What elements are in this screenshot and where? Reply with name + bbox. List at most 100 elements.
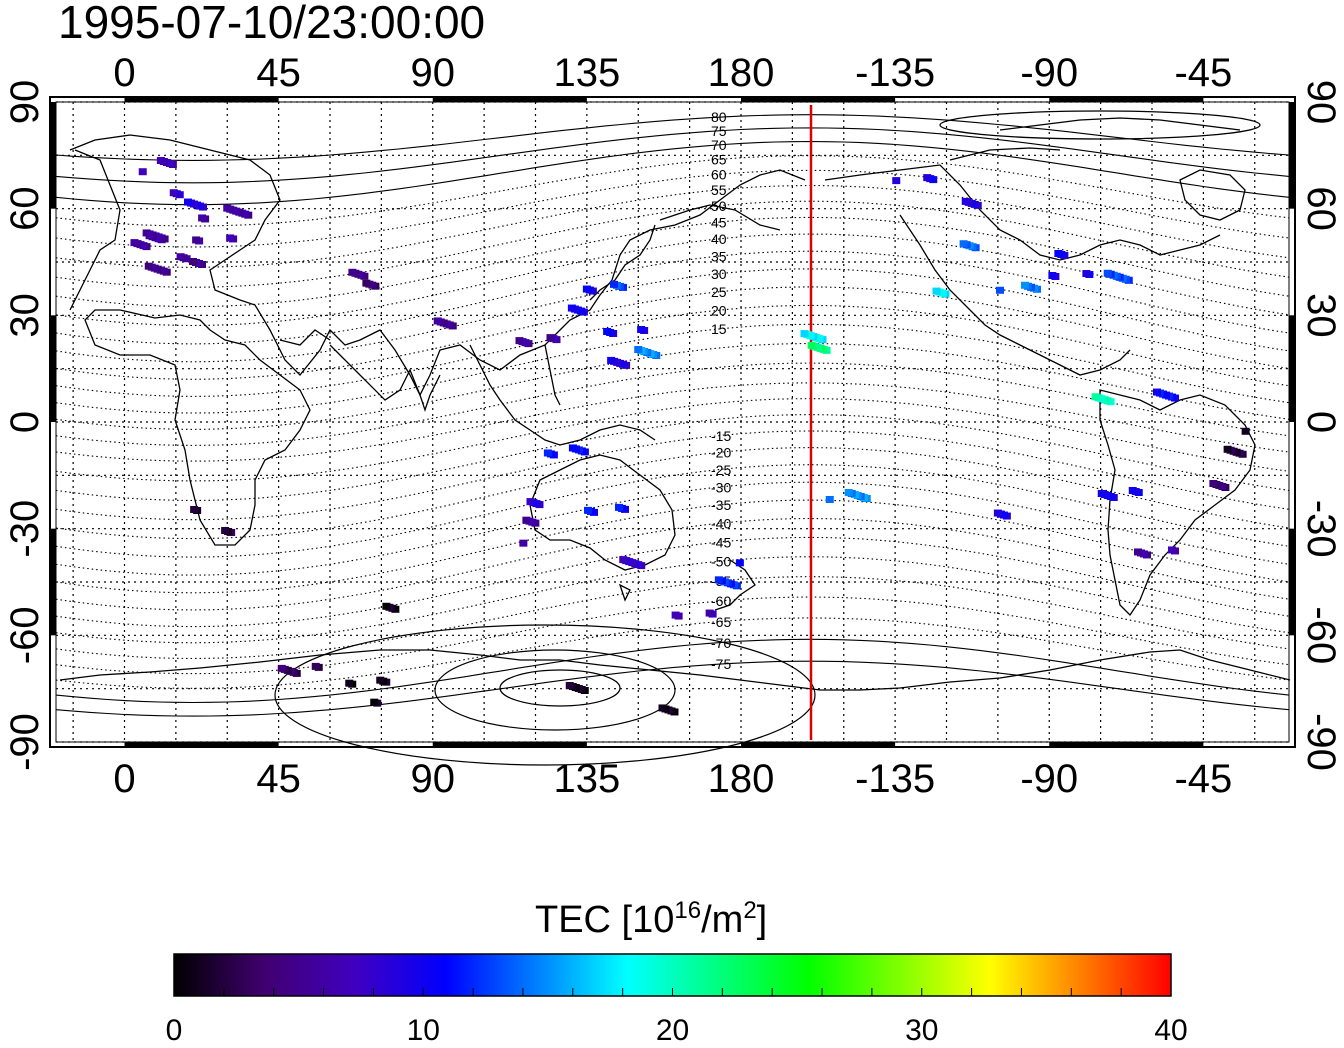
tec-point — [610, 280, 618, 288]
top-longitude-tick-labels: 0 45 90 135 180 -135 -90 -45 — [113, 51, 1232, 95]
mlat-contour — [55, 140, 1290, 206]
tec-point — [522, 516, 531, 524]
lat-tick-label-right: 30 — [1299, 293, 1343, 338]
lon-tick-label-bottom: 180 — [708, 757, 775, 801]
tec-point — [543, 449, 552, 457]
tec-point — [198, 214, 207, 222]
tec-point — [376, 676, 385, 684]
border-band-right — [1289, 102, 1295, 209]
lat-tick-label-right: -30 — [1299, 500, 1343, 558]
lat-tick-label-left: -60 — [3, 606, 47, 664]
lat-tick-label-left: 60 — [3, 186, 47, 231]
tec-point — [348, 268, 357, 276]
tec-point — [192, 236, 201, 244]
tec-point — [671, 611, 680, 619]
tec-point — [584, 506, 592, 514]
contour-label: 15 — [711, 321, 727, 337]
lat-tick-label-left: -90 — [3, 713, 47, 771]
tec-point — [615, 503, 623, 511]
border-band-bottom — [432, 742, 587, 747]
contour-label: 20 — [711, 302, 727, 318]
border-band-right — [1289, 528, 1295, 636]
border-bands — [50, 97, 1295, 747]
border-band-left — [50, 315, 56, 422]
tec-point — [892, 177, 901, 185]
tec-point — [156, 157, 165, 164]
map-frame — [49, 96, 1296, 748]
tec-point — [223, 204, 232, 212]
tec-point — [190, 506, 199, 513]
right-latitude-tick-labels: 90 60 30 0 -30 -60 -90 — [1299, 80, 1343, 771]
border-band-bottom — [741, 742, 896, 747]
tec-data-points — [130, 157, 1250, 716]
lat-tick-label-right: 90 — [1299, 80, 1343, 125]
lon-tick-label-top: -45 — [1174, 51, 1232, 95]
mlat-contour — [274, 624, 816, 766]
lon-tick-label-top: 0 — [113, 51, 135, 95]
lon-tick-label-top: 180 — [708, 51, 775, 95]
tec-point — [637, 326, 646, 333]
mlat-contour — [55, 596, 1290, 675]
contour-label: 55 — [711, 182, 727, 198]
lon-tick-label-bottom: 90 — [411, 757, 456, 801]
mlat-contour — [55, 464, 1290, 558]
tec-point — [546, 334, 555, 342]
mlat-contour — [55, 517, 1290, 611]
contour-label: 30 — [711, 266, 727, 282]
tec-point — [138, 168, 147, 176]
tec-point — [277, 664, 286, 672]
tec-point — [311, 662, 320, 670]
colorbar-tick-label: 40 — [1154, 1014, 1187, 1047]
contour-label: 40 — [711, 231, 727, 247]
lon-tick-label-bottom: -45 — [1174, 757, 1232, 801]
tec-point — [1223, 445, 1232, 453]
tec-point — [1091, 393, 1100, 401]
lon-tick-label-top: -135 — [855, 51, 935, 95]
tec-point — [1103, 269, 1112, 277]
contour-label: -40 — [711, 515, 731, 531]
tec-point — [382, 602, 391, 610]
contour-label: 50 — [711, 198, 727, 214]
tec-point — [145, 232, 154, 240]
lon-tick-label-bottom: -135 — [855, 757, 935, 801]
border-band-left — [50, 528, 56, 636]
border-band-top — [741, 97, 896, 102]
tec-point — [1209, 480, 1218, 487]
lon-tick-label-top: 135 — [554, 51, 621, 95]
tec-point — [515, 337, 524, 345]
contour-label: 70 — [711, 137, 727, 153]
coastlines — [59, 110, 1291, 691]
contour-label: 35 — [711, 248, 727, 264]
tec-point — [226, 234, 235, 242]
tec-point — [607, 356, 616, 364]
contour-label: -25 — [711, 462, 731, 478]
mlat-contour — [55, 499, 1290, 594]
tec-point — [1128, 487, 1137, 494]
contour-label: 60 — [711, 167, 727, 183]
mlat-contour — [55, 169, 1290, 248]
contour-label: -30 — [711, 479, 731, 495]
mlat-contour — [55, 250, 1290, 345]
contour-label: -15 — [711, 428, 731, 444]
colorbar-tick-label: 0 — [166, 1014, 183, 1047]
tec-point — [714, 576, 723, 584]
tec-point — [184, 198, 192, 206]
tec-point — [1134, 548, 1142, 556]
tec-point — [844, 489, 853, 496]
mlat-contour — [55, 286, 1290, 380]
contour-label: -35 — [711, 497, 731, 513]
mlat-contour — [434, 649, 676, 731]
tec-point — [1153, 388, 1161, 396]
border-band-top — [432, 97, 587, 102]
tec-point — [825, 496, 834, 503]
mlat-contour — [499, 669, 621, 707]
tec-point — [582, 285, 591, 293]
mlat-contour — [55, 660, 1290, 717]
contour-label: -60 — [711, 593, 731, 609]
tec-point — [519, 539, 528, 547]
contour-label: 80 — [711, 109, 727, 125]
tec-point — [961, 197, 970, 205]
border-band-bottom — [124, 742, 279, 747]
tec-point — [807, 341, 816, 349]
border-band-bottom — [1049, 742, 1204, 747]
